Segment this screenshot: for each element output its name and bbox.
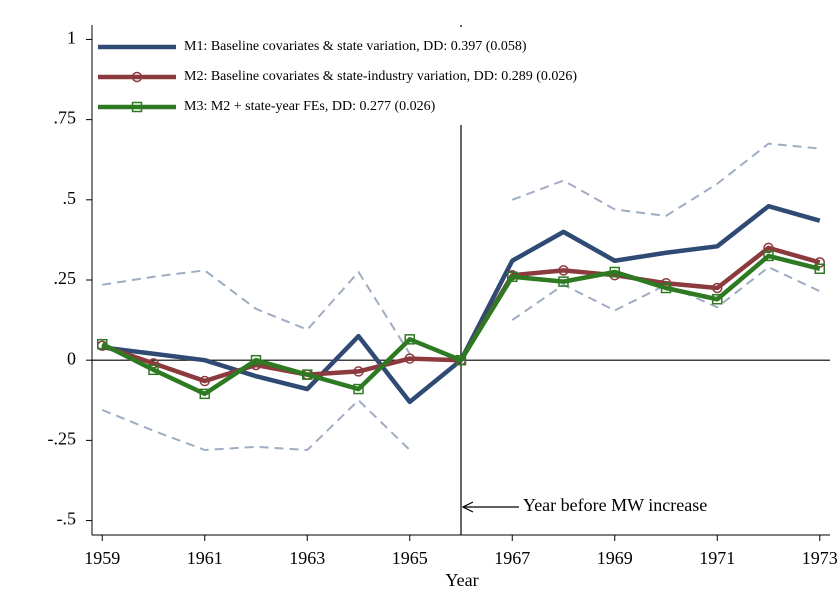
marker (199, 388, 210, 400)
marker (558, 265, 569, 276)
series-line (101, 253, 821, 397)
marker (712, 282, 723, 294)
legend-marker (131, 71, 143, 83)
marker (814, 263, 825, 275)
y-tick-label: .75 (54, 108, 77, 128)
marker (353, 383, 364, 395)
marker (250, 354, 262, 366)
x-tick-label: 1961 (187, 548, 223, 568)
y-tick-label: .25 (54, 268, 77, 288)
annotation: Year before MW increase (523, 495, 707, 515)
y-tick-label: 0 (67, 348, 76, 368)
marker (353, 366, 364, 377)
x-tick-label: 1963 (289, 548, 325, 568)
x-tick-label: 1969 (597, 548, 633, 568)
legend-box (94, 27, 614, 125)
y-tick-label: 1 (67, 28, 76, 48)
marker (609, 266, 620, 278)
marker (404, 334, 415, 345)
marker (763, 250, 774, 262)
marker (455, 354, 467, 366)
x-tick-label: 1965 (392, 548, 428, 568)
confidence-line (102, 142, 820, 355)
marker (302, 369, 313, 380)
marker (97, 338, 108, 350)
legend-label: M2: Baseline covariates & state-industry… (184, 69, 577, 84)
x-tick-label: 1971 (699, 548, 735, 568)
marker (507, 271, 518, 283)
legend-marker (131, 101, 143, 113)
marker (404, 353, 415, 364)
marker (558, 276, 569, 287)
legend-label: M3: M2 + state-year FEs, DD: 0.277 (0.02… (184, 99, 436, 114)
marker (148, 364, 159, 376)
annotation-arrowhead (461, 501, 474, 513)
legend-label: M1: Baseline covariates & state variatio… (184, 39, 527, 54)
marker (763, 242, 774, 254)
x-axis-label: Year (445, 570, 478, 590)
marker (660, 282, 672, 294)
x-tick-label: 1959 (84, 548, 120, 568)
y-tick-label: -.5 (57, 509, 77, 529)
y-tick-label: -.25 (48, 429, 77, 449)
y-tick-label: .5 (63, 188, 77, 208)
marker (199, 375, 210, 387)
marker (712, 293, 723, 305)
x-tick-label: 1973 (802, 548, 838, 568)
x-tick-label: 1967 (494, 548, 530, 568)
confidence-line (101, 266, 821, 451)
